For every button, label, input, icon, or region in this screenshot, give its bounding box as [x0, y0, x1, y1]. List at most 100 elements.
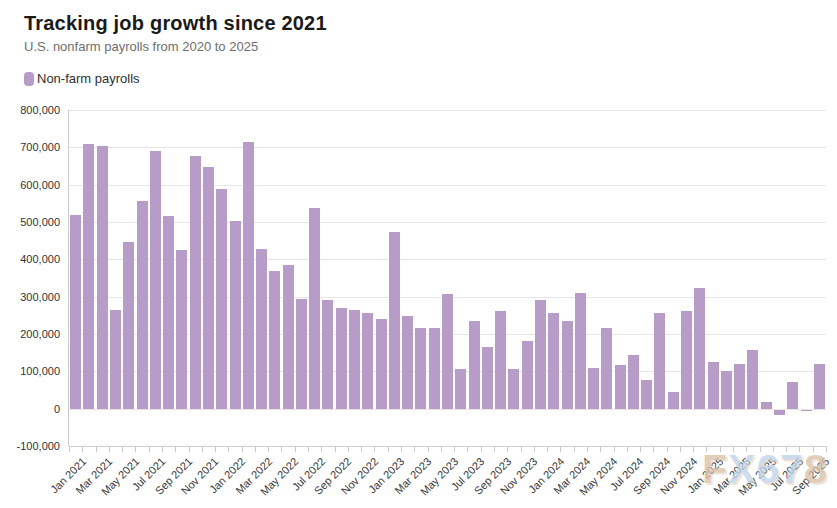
bar[interactable] — [588, 368, 599, 408]
bar[interactable] — [668, 392, 679, 408]
x-axis-tick — [215, 446, 216, 452]
chart-container: Tracking job growth since 2021 U.S. nonf… — [0, 0, 837, 508]
bar[interactable] — [110, 310, 121, 408]
bar[interactable] — [562, 321, 573, 409]
x-axis-tick — [202, 446, 203, 452]
y-axis-tick-label: 500,000 — [20, 216, 60, 228]
bar[interactable] — [575, 293, 586, 409]
bar[interactable] — [615, 365, 626, 409]
x-axis-tick — [600, 446, 601, 452]
bar[interactable] — [548, 313, 559, 409]
x-axis-tick — [547, 446, 548, 452]
bar[interactable] — [296, 299, 307, 408]
bar[interactable] — [243, 142, 254, 409]
x-axis-tick — [335, 446, 336, 452]
bar[interactable] — [482, 347, 493, 409]
bar[interactable] — [601, 328, 612, 409]
bar[interactable] — [469, 321, 480, 409]
legend-swatch-icon — [24, 72, 34, 86]
bar[interactable] — [376, 319, 387, 408]
bar[interactable] — [349, 310, 360, 408]
x-axis-tick — [374, 446, 375, 452]
chart-title: Tracking job growth since 2021 — [24, 12, 327, 35]
y-axis-tick-label: 700,000 — [20, 141, 60, 153]
bar[interactable] — [429, 328, 440, 409]
bar[interactable] — [216, 189, 227, 409]
gridline — [69, 409, 826, 410]
bar[interactable] — [654, 313, 665, 408]
legend-label: Non-farm payrolls — [37, 71, 140, 86]
bar[interactable] — [495, 311, 506, 409]
legend-item-nonfarm-payrolls[interactable]: Non-farm payrolls — [24, 71, 140, 86]
bar[interactable] — [628, 355, 639, 409]
bar[interactable] — [362, 313, 373, 409]
bar[interactable] — [734, 364, 745, 409]
bar[interactable] — [176, 250, 187, 408]
bar[interactable] — [336, 308, 347, 408]
x-axis-tick — [706, 446, 707, 452]
bar[interactable] — [190, 156, 201, 409]
bar[interactable] — [203, 167, 214, 409]
bar[interactable] — [535, 300, 546, 408]
bar[interactable] — [814, 364, 825, 408]
bar[interactable] — [787, 382, 798, 409]
x-axis-tick — [82, 446, 83, 452]
x-axis-tick — [627, 446, 628, 452]
bar[interactable] — [721, 371, 732, 409]
x-axis-tick — [467, 446, 468, 452]
x-axis-tick — [574, 446, 575, 452]
bar[interactable] — [137, 201, 148, 409]
bar[interactable] — [442, 294, 453, 408]
x-axis-tick — [255, 446, 256, 452]
bar[interactable] — [70, 215, 81, 409]
x-axis-tick — [693, 446, 694, 452]
x-axis-tick — [69, 446, 70, 452]
bar[interactable] — [123, 242, 134, 409]
x-axis-tick — [587, 446, 588, 452]
x-axis-tick — [733, 446, 734, 452]
bar[interactable] — [708, 362, 719, 409]
x-axis-tick — [534, 446, 535, 452]
x-axis-tick — [494, 446, 495, 452]
bar[interactable] — [150, 151, 161, 408]
y-axis-tick-label: 300,000 — [20, 291, 60, 303]
x-axis-tick — [401, 446, 402, 452]
bar[interactable] — [269, 271, 280, 408]
bar[interactable] — [283, 265, 294, 409]
bar[interactable] — [402, 316, 413, 409]
x-axis-tick — [122, 446, 123, 452]
bar[interactable] — [747, 350, 758, 409]
bar[interactable] — [415, 328, 426, 409]
bar[interactable] — [322, 300, 333, 409]
x-axis-tick — [799, 446, 800, 452]
bar[interactable] — [455, 369, 466, 408]
bar[interactable] — [309, 208, 320, 408]
x-axis-tick — [428, 446, 429, 452]
x-axis-tick — [760, 446, 761, 452]
bar[interactable] — [83, 144, 94, 409]
bar[interactable] — [163, 216, 174, 409]
y-axis-tick-label: 400,000 — [20, 253, 60, 265]
bar[interactable] — [641, 380, 652, 409]
bar[interactable] — [761, 402, 772, 409]
bar[interactable] — [694, 288, 705, 409]
x-axis-tick — [720, 446, 721, 452]
bar[interactable] — [801, 410, 812, 411]
bar[interactable] — [508, 369, 519, 408]
x-axis-tick — [388, 446, 389, 452]
bar[interactable] — [389, 232, 400, 408]
bar[interactable] — [230, 221, 241, 409]
bar[interactable] — [97, 146, 108, 409]
bar[interactable] — [681, 311, 692, 408]
x-axis-tick — [162, 446, 163, 452]
x-axis-tick — [667, 446, 668, 452]
y-axis-tick-label: 0 — [54, 403, 60, 415]
bar[interactable] — [256, 249, 267, 409]
x-axis-tick — [614, 446, 615, 452]
y-axis-tick-label: 800,000 — [20, 104, 60, 116]
bar[interactable] — [774, 410, 785, 415]
x-axis-tick — [149, 446, 150, 452]
x-axis-tick — [175, 446, 176, 452]
y-axis-tick-label: 100,000 — [20, 365, 60, 377]
bar[interactable] — [522, 341, 533, 409]
